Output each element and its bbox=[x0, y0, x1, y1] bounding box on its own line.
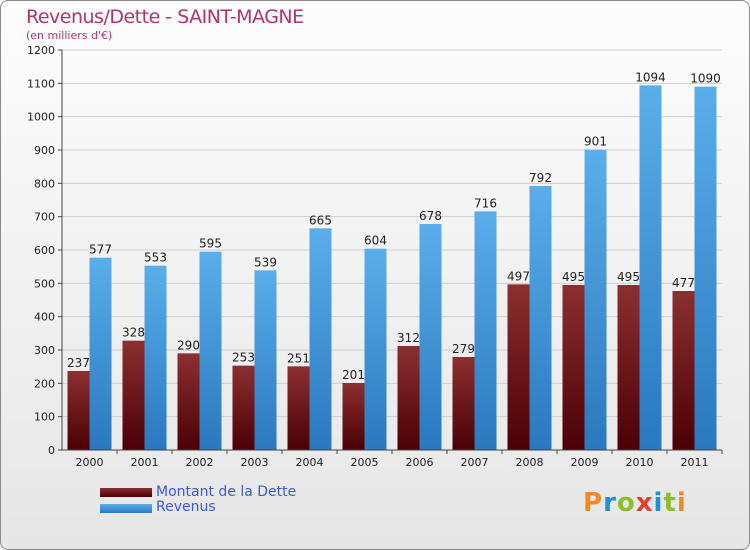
y-tick-label: 0 bbox=[48, 444, 55, 457]
data-label: 290 bbox=[177, 338, 200, 352]
bar-dette bbox=[67, 371, 90, 450]
data-label: 604 bbox=[364, 234, 387, 248]
data-label: 678 bbox=[419, 209, 442, 223]
data-label: 495 bbox=[562, 270, 585, 284]
bar-dette bbox=[232, 365, 255, 450]
logo-letter: i bbox=[676, 488, 687, 518]
bar-revenus bbox=[364, 248, 387, 450]
data-label: 1094 bbox=[635, 70, 666, 84]
data-label: 477 bbox=[672, 276, 695, 290]
y-tick-label: 100 bbox=[34, 411, 55, 424]
bar-revenus bbox=[529, 186, 552, 450]
data-label: 253 bbox=[232, 351, 255, 365]
y-tick-label: 500 bbox=[34, 277, 55, 290]
bar-revenus bbox=[419, 224, 442, 450]
bar-revenus bbox=[309, 228, 332, 450]
data-label: 237 bbox=[67, 356, 90, 370]
bar-dette bbox=[287, 366, 310, 450]
x-tick-label: 2000 bbox=[76, 456, 104, 469]
bar-dette bbox=[177, 353, 200, 450]
bar-dette bbox=[562, 285, 585, 450]
x-tick-label: 2009 bbox=[571, 456, 599, 469]
chart-title: Revenus/Dette - SAINT-MAGNE bbox=[26, 6, 304, 28]
x-tick-label: 2007 bbox=[461, 456, 489, 469]
legend-label-dette: Montant de la Dette bbox=[156, 484, 297, 500]
data-label: 279 bbox=[452, 342, 475, 356]
bar-revenus bbox=[474, 211, 497, 450]
y-tick-label: 1000 bbox=[27, 111, 55, 124]
y-tick-label: 400 bbox=[34, 311, 55, 324]
bar-revenus bbox=[254, 270, 277, 450]
data-label: 553 bbox=[144, 251, 167, 265]
data-label: 539 bbox=[254, 255, 277, 269]
data-label: 328 bbox=[122, 326, 145, 340]
y-tick-label: 200 bbox=[34, 377, 55, 390]
y-tick-label: 1100 bbox=[27, 77, 55, 90]
y-tick-label: 600 bbox=[34, 244, 55, 257]
bar-revenus bbox=[144, 265, 167, 450]
data-label: 665 bbox=[309, 213, 332, 227]
logo-letter: o bbox=[616, 488, 636, 518]
data-label: 497 bbox=[507, 269, 530, 283]
chart-subtitle: (en milliers d'€) bbox=[26, 29, 113, 42]
logo-letter: t bbox=[663, 488, 677, 518]
x-tick-label: 2008 bbox=[516, 456, 544, 469]
data-label: 595 bbox=[199, 237, 222, 251]
logo-letter: r bbox=[603, 488, 617, 518]
data-label: 716 bbox=[474, 196, 497, 210]
data-label: 251 bbox=[287, 351, 310, 365]
y-tick-label: 900 bbox=[34, 144, 55, 157]
proxiti-logo: Proxiti bbox=[583, 488, 687, 518]
y-tick-label: 800 bbox=[34, 177, 55, 190]
bar-dette bbox=[342, 383, 365, 450]
bar-revenus bbox=[639, 85, 662, 450]
data-label: 312 bbox=[397, 331, 420, 345]
y-tick-label: 1200 bbox=[27, 44, 55, 57]
x-tick-label: 2010 bbox=[626, 456, 654, 469]
bar-dette bbox=[452, 357, 475, 450]
y-tick-label: 300 bbox=[34, 344, 55, 357]
x-tick-label: 2003 bbox=[241, 456, 269, 469]
bar-revenus bbox=[199, 251, 222, 450]
data-label: 201 bbox=[342, 368, 365, 382]
bar-revenus bbox=[89, 257, 112, 450]
data-label: 792 bbox=[529, 171, 552, 185]
bar-revenus bbox=[694, 86, 717, 451]
y-tick-label: 700 bbox=[34, 211, 55, 224]
logo-letter: x bbox=[635, 488, 654, 518]
bar-dette bbox=[672, 291, 695, 450]
data-label: 577 bbox=[89, 243, 112, 257]
x-tick-label: 2001 bbox=[131, 456, 159, 469]
legend-swatch-dette bbox=[100, 488, 152, 497]
bar-dette bbox=[397, 346, 420, 450]
logo-letter: i bbox=[653, 488, 664, 518]
x-tick-label: 2002 bbox=[186, 456, 214, 469]
bar-dette bbox=[122, 340, 145, 450]
bar-dette bbox=[617, 285, 640, 450]
x-tick-label: 2005 bbox=[351, 456, 379, 469]
x-tick-label: 2006 bbox=[406, 456, 434, 469]
x-tick-label: 2011 bbox=[681, 456, 709, 469]
data-label: 1090 bbox=[690, 72, 721, 86]
legend-label-revenus: Revenus bbox=[156, 499, 216, 515]
logo-letter: P bbox=[583, 488, 604, 518]
x-tick-label: 2004 bbox=[296, 456, 324, 469]
bar-dette bbox=[507, 284, 530, 450]
legend-swatch-revenus bbox=[100, 504, 152, 513]
bar-revenus bbox=[584, 149, 607, 450]
data-label: 901 bbox=[584, 135, 607, 149]
data-label: 495 bbox=[617, 270, 640, 284]
